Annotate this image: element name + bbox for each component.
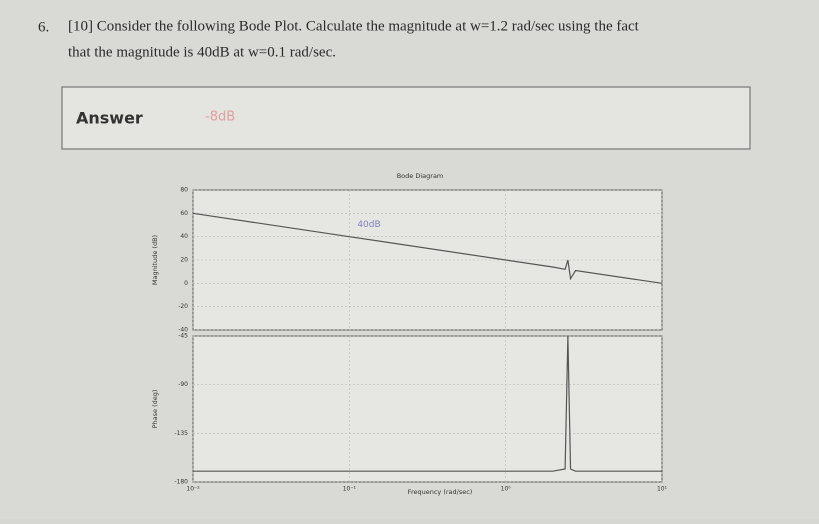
x-axis-label: Frequency (rad/sec)	[408, 488, 473, 496]
axes	[192, 335, 663, 483]
axes	[192, 189, 663, 331]
y-tick-label: 80	[180, 187, 188, 194]
x-tick-label: 10⁻¹	[343, 486, 357, 493]
y-tick-label: -135	[174, 430, 188, 437]
y-tick-label: -90	[178, 381, 188, 388]
answer-label: Answer	[76, 109, 143, 128]
handwritten-answer: -8dB	[205, 110, 235, 125]
y-axis-label: Phase (deg)	[151, 390, 159, 429]
magnitude-line	[192, 212, 663, 284]
y-tick-label: 0	[184, 280, 188, 287]
x-tick-label: 10⁻²	[186, 486, 200, 493]
y-tick-label: 40	[180, 233, 188, 240]
x-tick-label: 10¹	[657, 486, 668, 493]
plot-title: Bode Diagram	[397, 172, 444, 180]
bode-plot: Bode Diagram 80 60 40 20 0 -20 -40 Magnitude (dB…	[151, 172, 668, 496]
question-text: [10] Consider the following Bode Plot. C…	[68, 18, 640, 34]
handwritten-annotation: 40dB	[357, 220, 380, 230]
y-tick-label: -180	[174, 479, 188, 486]
answer-box	[61, 86, 751, 150]
y-tick-label: -20	[178, 303, 188, 310]
question-text: that the magnitude is 40dB at w=0.1 rad/…	[68, 44, 336, 60]
y-tick-label: 60	[180, 210, 188, 217]
y-tick-label: -40	[178, 327, 188, 334]
y-axis-label: Magnitude (dB)	[151, 235, 159, 285]
phase-line	[193, 335, 662, 472]
question-number: 6.	[38, 19, 49, 35]
y-tick-label: 20	[180, 257, 188, 264]
y-tick-label: -45	[178, 333, 188, 340]
x-tick-label: 10⁰	[501, 486, 512, 493]
